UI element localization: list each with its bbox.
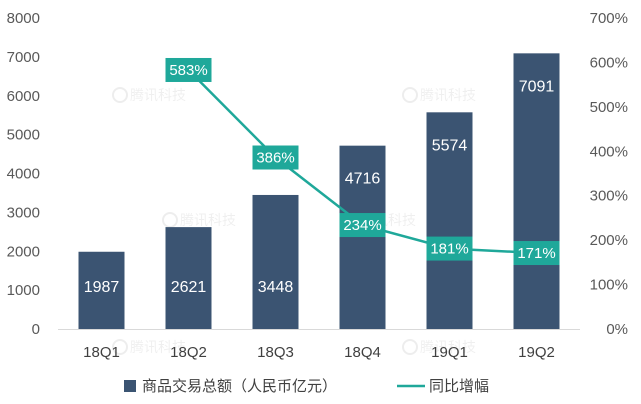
- y-tick-label: 4000: [7, 166, 40, 183]
- watermark: 腾讯科技: [162, 212, 236, 229]
- y2-tick-label: 0%: [606, 321, 628, 338]
- bar: [252, 194, 299, 329]
- watermark-logo-icon: [112, 339, 128, 355]
- bar-value-label: 5574: [432, 137, 468, 154]
- x-tick-label: 18Q1: [83, 344, 120, 361]
- y-tick-label: 3000: [7, 204, 40, 221]
- bar-value-label: 4716: [345, 171, 381, 188]
- x-tick-label: 19Q2: [518, 344, 555, 361]
- line-value-label: 386%: [256, 150, 294, 167]
- bar-value-label: 2621: [171, 279, 207, 296]
- line-labels: 583% 386% 234% 181% 171%: [165, 57, 560, 266]
- line-value-label: 583%: [169, 62, 207, 79]
- line-point: 234%: [339, 213, 386, 238]
- line-label-box: [339, 213, 386, 238]
- watermark-logo-icon: [402, 87, 418, 103]
- watermark: 腾讯科技: [112, 339, 186, 356]
- y2-tick-label: 600%: [590, 54, 628, 71]
- line-label-box: [426, 236, 473, 261]
- bar-value-label: 1987: [84, 279, 120, 296]
- y-tick-label: 8000: [7, 10, 40, 27]
- watermark: 腾讯科技: [112, 87, 186, 104]
- watermark-text: 腾讯科技: [420, 339, 476, 356]
- bar-value-label: 7091: [519, 78, 555, 95]
- legend: 商品交易总额（人民币亿元） 同比增幅: [124, 377, 489, 395]
- x-axis: 18Q1 18Q2 18Q3 18Q4 19Q1 19Q2: [83, 344, 555, 361]
- y2-tick-label: 200%: [590, 232, 628, 249]
- watermark-logo-icon: [162, 212, 178, 228]
- y-axis-left: 0 1000 2000 3000 4000 5000 6000 7000 8000: [7, 10, 40, 338]
- x-tick-label: 18Q3: [257, 344, 294, 361]
- legend-bar-label: 商品交易总额（人民币亿元）: [142, 377, 337, 395]
- y2-tick-label: 300%: [590, 188, 628, 205]
- y-tick-label: 2000: [7, 243, 40, 260]
- bar: [513, 53, 560, 330]
- bar: [165, 227, 212, 329]
- line-label-box: [513, 241, 560, 266]
- watermark: 腾讯科技: [402, 339, 476, 356]
- x-tick-label: 18Q4: [344, 344, 381, 361]
- watermark-logo-icon: [402, 339, 418, 355]
- y-tick-label: 7000: [7, 49, 40, 66]
- watermark-text: 腾讯科技: [180, 212, 236, 229]
- y-tick-label: 1000: [7, 282, 40, 299]
- line-label-box: [165, 57, 212, 82]
- bar-labels: 1987 2621 3448 4716 5574 7091: [84, 78, 555, 296]
- watermark-text: 腾讯科技: [130, 339, 186, 356]
- y-tick-label: 5000: [7, 127, 40, 144]
- x-tick-label: 19Q1: [431, 344, 468, 361]
- y2-tick-label: 400%: [590, 143, 628, 160]
- bar: [426, 112, 473, 329]
- bar-series: [78, 53, 560, 330]
- watermark-text: 腾讯科技: [130, 87, 186, 104]
- line-value-label: 171%: [517, 245, 555, 262]
- bar: [339, 145, 386, 329]
- line-value-label: 234%: [343, 217, 381, 234]
- y2-tick-label: 100%: [590, 277, 628, 294]
- y-axis-right: 0% 100% 200% 300% 400% 500% 600% 700%: [590, 10, 628, 338]
- line-point: 171%: [513, 241, 560, 266]
- bar-value-label: 3448: [258, 279, 294, 296]
- watermark: 腾讯科技: [402, 87, 476, 104]
- x-tick-label: 18Q2: [170, 344, 207, 361]
- legend-bar-swatch: [124, 380, 136, 392]
- line-value-label: 181%: [430, 241, 468, 258]
- line-point: 583%: [165, 57, 212, 82]
- line-point: 386%: [252, 145, 299, 170]
- y-tick-label: 0: [32, 321, 40, 338]
- watermark-logo-icon: [112, 87, 128, 103]
- line-point: 181%: [426, 236, 473, 261]
- y2-tick-label: 700%: [590, 10, 628, 27]
- line-label-box: [252, 145, 299, 170]
- y-tick-label: 6000: [7, 88, 40, 105]
- y2-tick-label: 500%: [590, 99, 628, 116]
- watermark-text: 腾讯科技: [420, 87, 476, 104]
- bar: [78, 251, 125, 329]
- legend-line-label: 同比增幅: [429, 377, 489, 395]
